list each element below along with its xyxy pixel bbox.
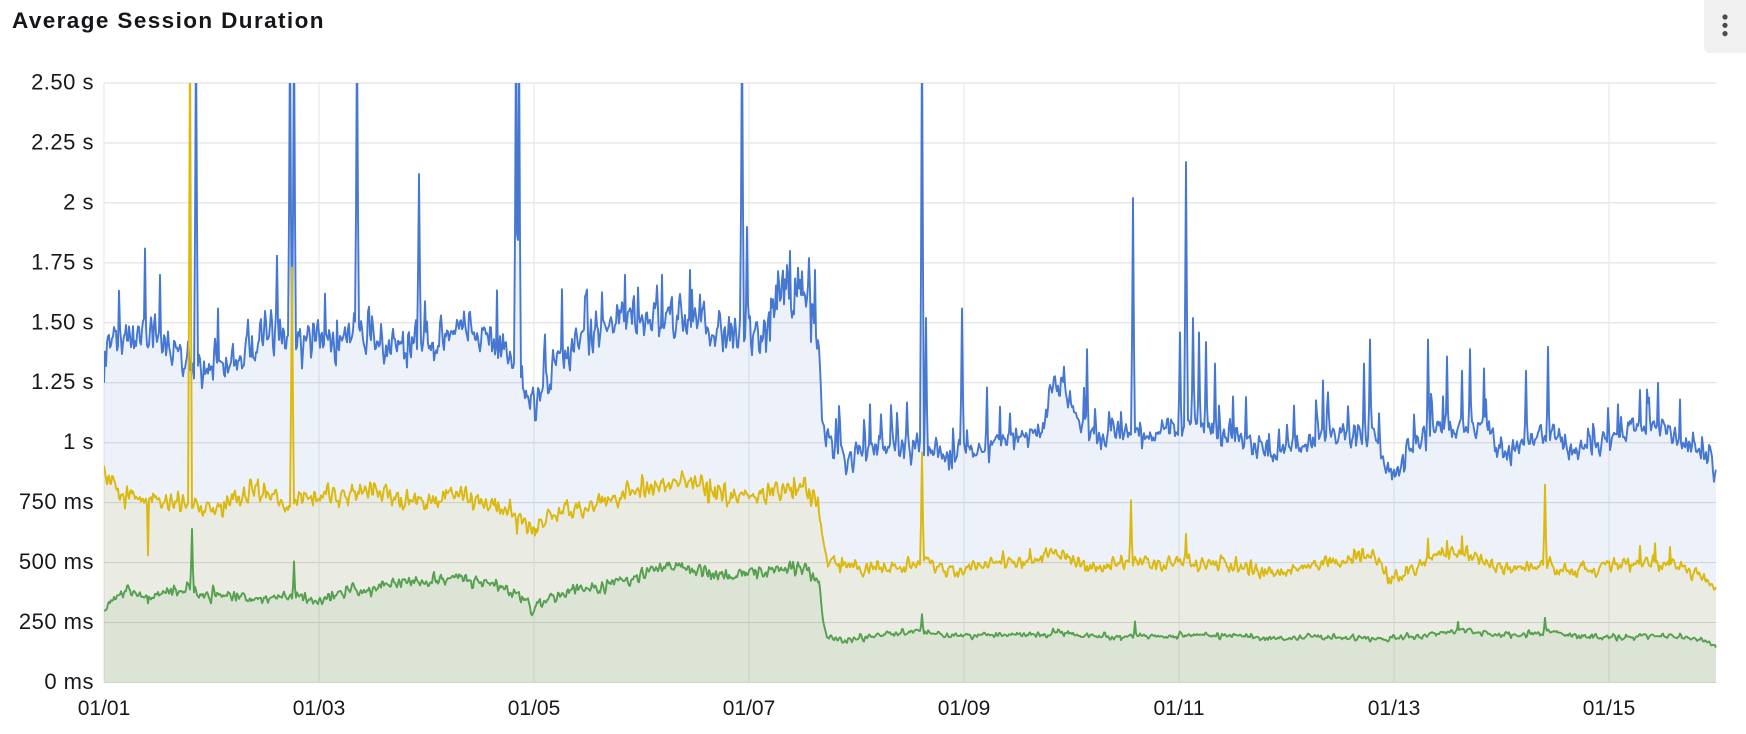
- svg-text:01/15: 01/15: [1583, 697, 1636, 720]
- svg-text:01/11: 01/11: [1154, 697, 1205, 720]
- svg-text:0 ms: 0 ms: [44, 669, 94, 694]
- svg-text:1.25 s: 1.25 s: [31, 369, 94, 394]
- svg-text:01/07: 01/07: [723, 697, 776, 720]
- svg-text:2.25 s: 2.25 s: [31, 129, 94, 154]
- svg-text:2.50 s: 2.50 s: [31, 70, 94, 95]
- svg-text:1.50 s: 1.50 s: [31, 309, 94, 334]
- svg-text:01/13: 01/13: [1368, 697, 1421, 720]
- svg-text:500 ms: 500 ms: [19, 549, 94, 574]
- svg-text:01/03: 01/03: [293, 697, 346, 720]
- svg-text:01/01: 01/01: [78, 697, 131, 720]
- svg-text:1 s: 1 s: [63, 429, 94, 454]
- svg-text:01/09: 01/09: [938, 697, 991, 720]
- svg-text:250 ms: 250 ms: [19, 609, 94, 634]
- svg-text:01/05: 01/05: [508, 697, 561, 720]
- svg-text:1.75 s: 1.75 s: [31, 249, 94, 274]
- svg-text:2 s: 2 s: [63, 189, 94, 214]
- svg-text:750 ms: 750 ms: [19, 489, 94, 514]
